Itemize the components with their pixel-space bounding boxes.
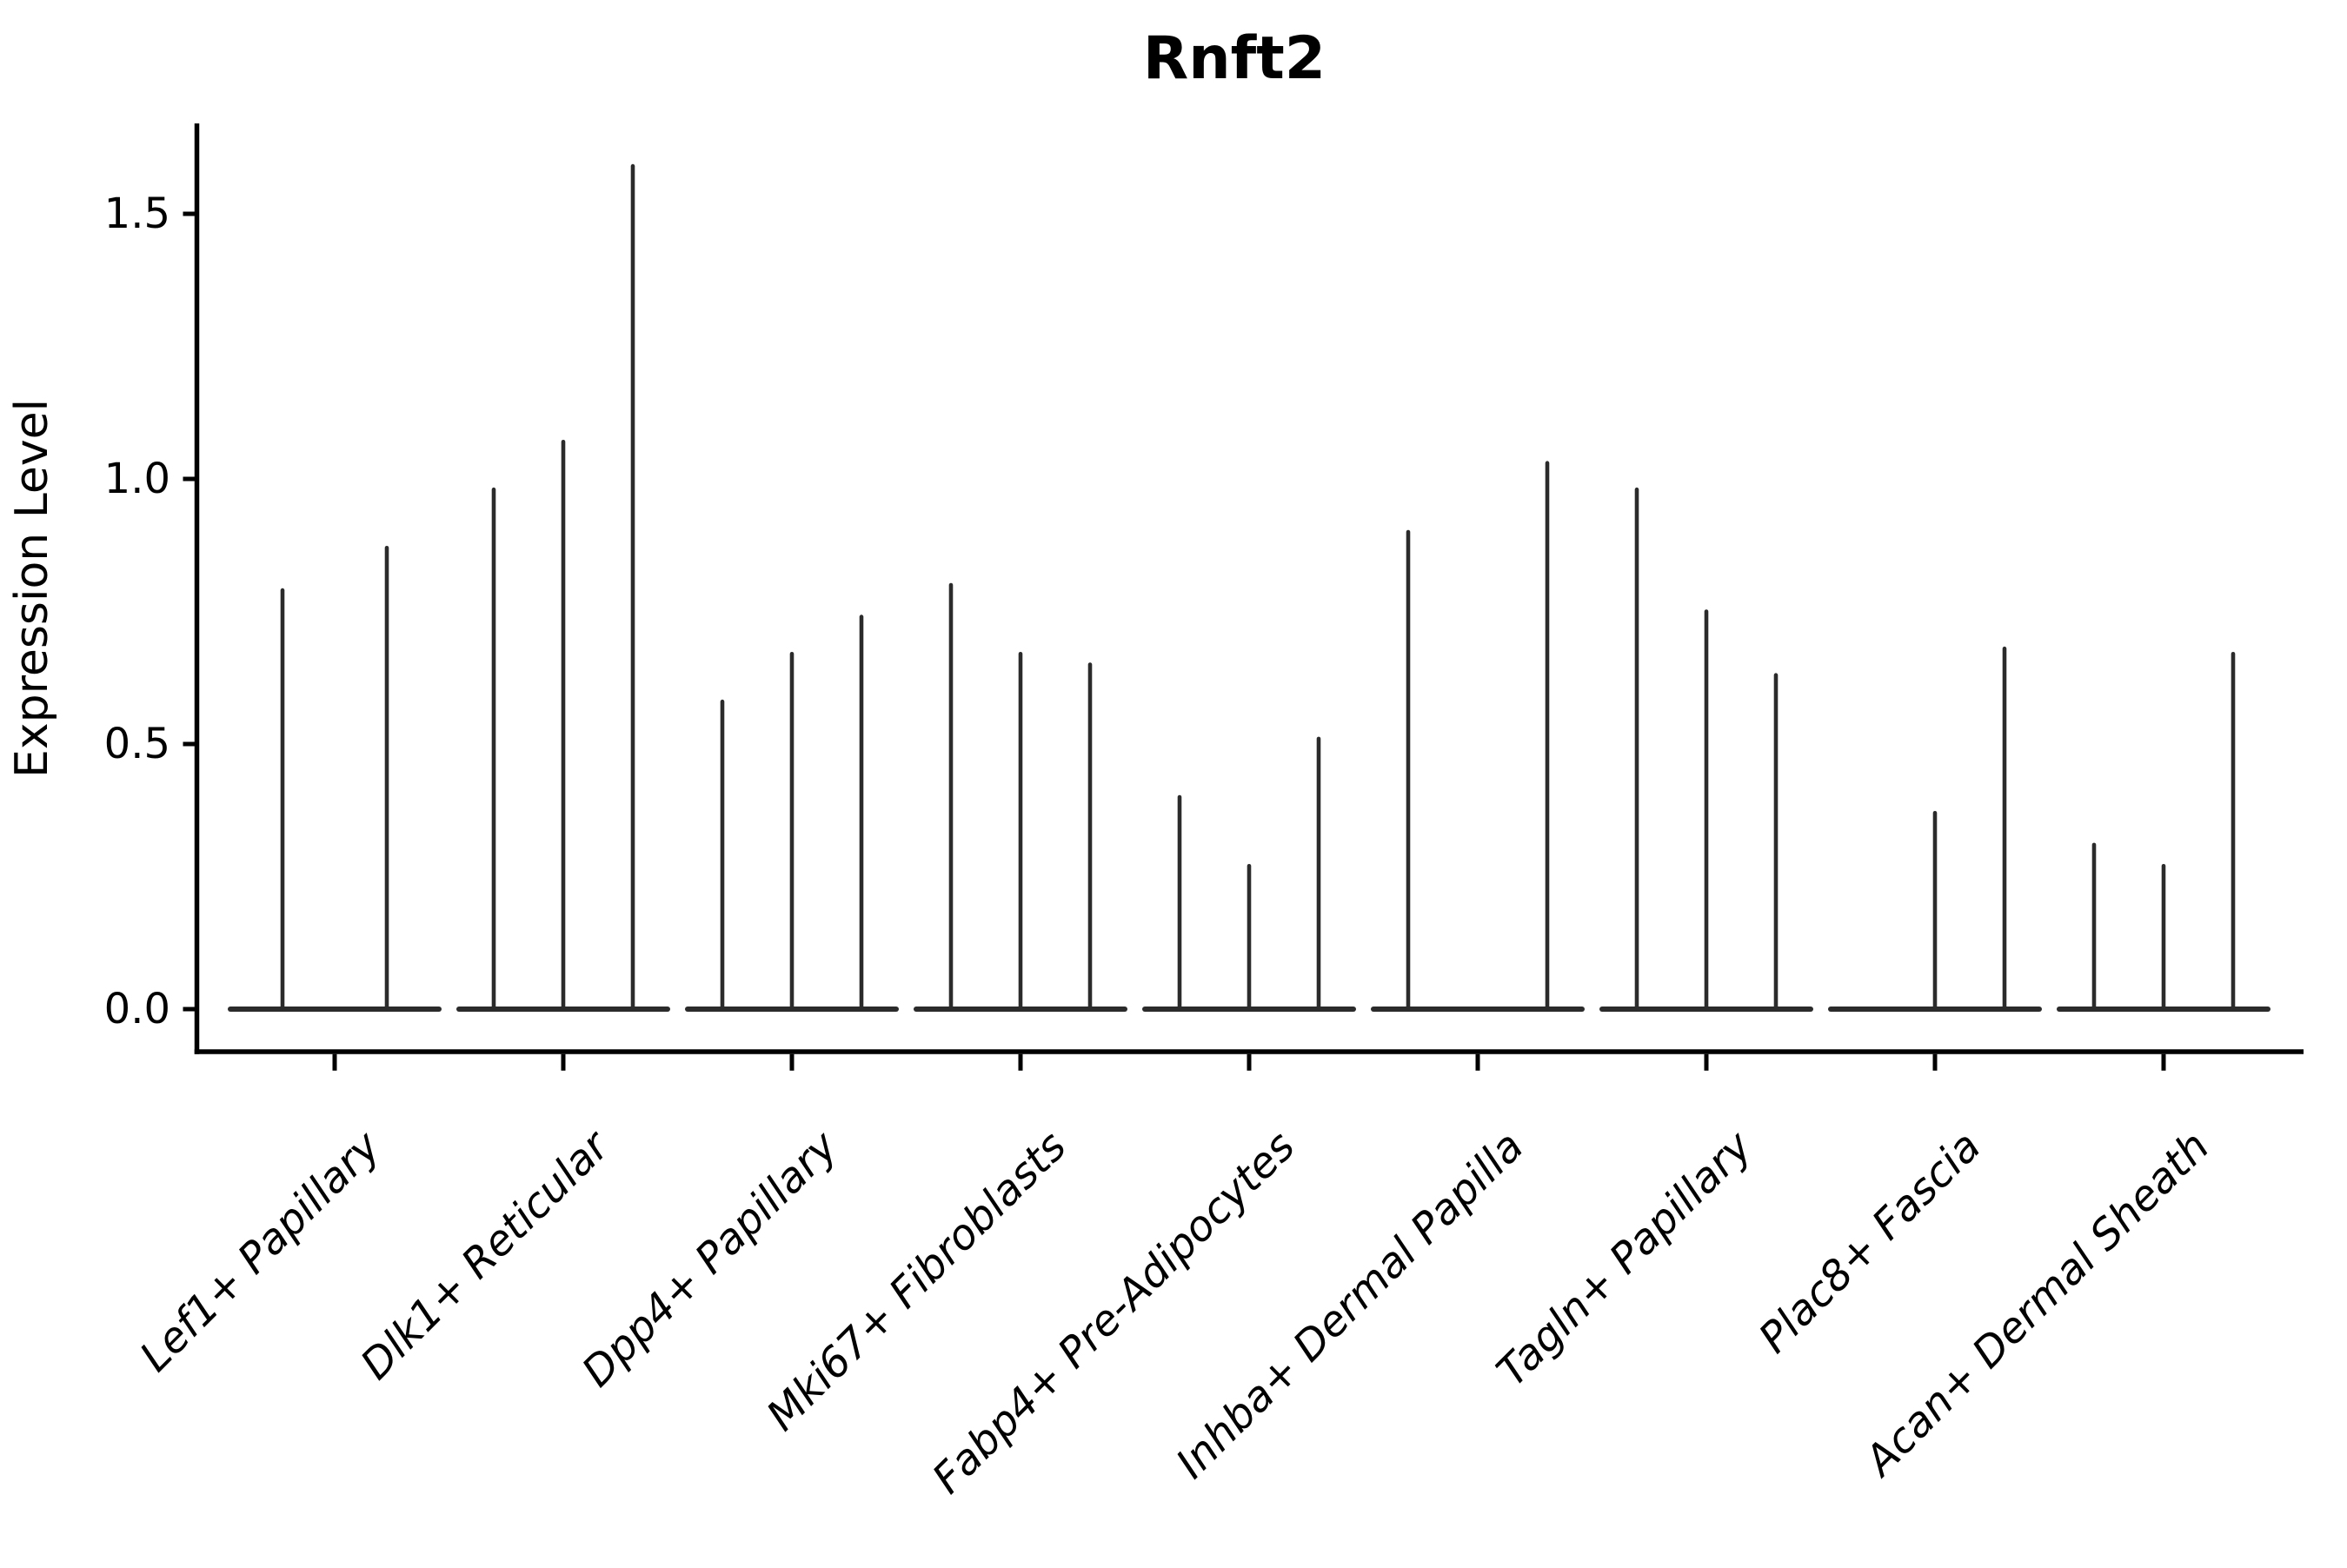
x-axis-ticks [332, 1053, 2166, 1071]
y-tick-label: 0.5 [104, 720, 170, 768]
y-axis-label: Expression Level [6, 399, 58, 778]
chart-title: Rnft2 [1143, 24, 1326, 93]
y-tick-label: 1.0 [104, 455, 170, 503]
x-tick-label: Plac8+ Fascia [1750, 1122, 1991, 1363]
y-axis-ticks: 0.0 0.5 1.0 1.5 [104, 189, 197, 1033]
x-tick-label: Dpp4+ Papillary [573, 1121, 848, 1396]
axes [194, 123, 2304, 1054]
y-tick-label: 1.5 [104, 189, 170, 238]
x-tick-label: Dlk1+ Reticular [351, 1120, 621, 1390]
violins [228, 163, 2271, 1012]
x-tick-label: Lef1+ Papillary [130, 1121, 390, 1381]
y-tick-label: 0.0 [104, 985, 170, 1033]
x-tick-label: Tagln+ Papillary [1487, 1121, 1762, 1396]
x-tick-label: Fabp4+ Pre-Adipocytes [923, 1122, 1305, 1504]
